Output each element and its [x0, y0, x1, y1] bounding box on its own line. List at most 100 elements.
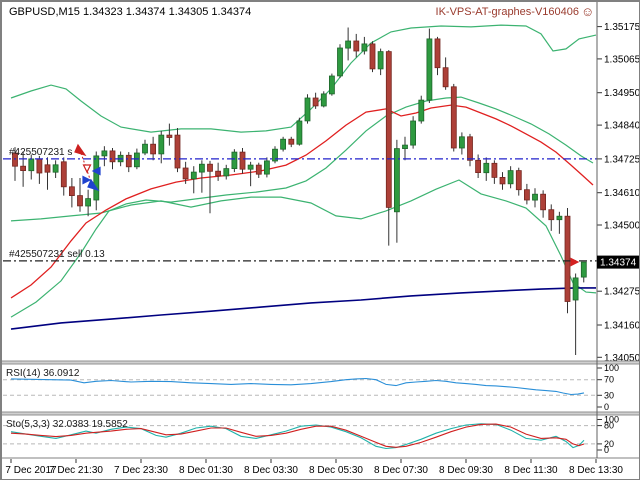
candle-body-bull	[507, 170, 514, 185]
close-order-arrow-icon[interactable]	[82, 164, 92, 174]
stochastic-main-line	[10, 423, 585, 450]
candle-body-bear	[515, 170, 522, 191]
candle-body-bull	[101, 150, 108, 157]
candle	[320, 91, 327, 108]
candle-body-bear	[239, 151, 246, 170]
chart-title-symbol-ohlc: GBPUSD,M15 1.34323 1.34374 1.34305 1.343…	[9, 6, 251, 18]
ma-red-fast	[10, 104, 594, 299]
stochastic-panel-content: 10080 200	[3, 415, 619, 455]
candle-body-bear	[44, 164, 51, 173]
candle-body-bull	[280, 138, 287, 150]
candle	[467, 133, 473, 167]
time-axis-label: 8 Dec 07:30	[374, 465, 428, 476]
sell-entry-arrow-icon[interactable]	[74, 143, 87, 157]
candle	[296, 117, 303, 146]
candle	[458, 132, 465, 155]
candle	[402, 136, 408, 161]
current-price-value: 1.34374	[600, 258, 637, 269]
expert-watermark-label: IK-VPS-AT-graphes-V160406	[436, 6, 579, 18]
ma-navy-long	[10, 287, 596, 330]
candle	[507, 166, 514, 189]
rsi-panel-area[interactable]	[3, 364, 597, 412]
panel-separator-rsi[interactable]	[1, 360, 640, 365]
candle	[442, 57, 449, 90]
candle	[385, 50, 392, 246]
candle-body-bull	[190, 171, 197, 180]
candle-body-bull	[85, 198, 91, 207]
candle-body-bear	[312, 97, 319, 107]
candle	[158, 130, 165, 164]
indicator-level-label: 0	[604, 402, 609, 412]
candle-body-bear	[450, 86, 457, 149]
buy-marker-arrow-3-icon[interactable]	[87, 178, 100, 192]
smiley-icon: ☺	[581, 4, 594, 19]
candle	[418, 95, 425, 124]
candle-body-bear	[125, 154, 132, 168]
panel-separator-sto[interactable]	[1, 411, 640, 416]
price-axis-label: 1.35175	[604, 22, 640, 33]
candle-body-bull	[410, 120, 417, 146]
bollinger-lower-band	[10, 179, 597, 294]
candle-body-bull	[231, 151, 238, 170]
candle-body-bull	[272, 148, 278, 162]
candle	[109, 148, 116, 170]
candle-body-bull	[532, 193, 538, 201]
candle-body-bear	[499, 176, 506, 185]
candle-body-bear	[467, 136, 473, 161]
candle-body-bull	[198, 163, 205, 173]
candle	[231, 149, 238, 173]
candle-body-bear	[548, 209, 555, 221]
indicator-level-label: 70	[604, 375, 614, 385]
candle-body-bear	[182, 167, 189, 180]
indicator-level-label: 100	[604, 363, 619, 373]
price-axis-label: 1.35065	[604, 54, 640, 65]
candle	[580, 261, 587, 283]
candle	[393, 139, 400, 243]
candle-body-bear	[69, 186, 75, 197]
time-axis-area[interactable]	[3, 459, 639, 479]
candle	[377, 48, 384, 76]
candle-body-bull	[345, 40, 352, 49]
candle-body-bear	[60, 161, 67, 188]
candle-body-bull	[142, 143, 148, 154]
candle-body-bear	[434, 38, 441, 69]
trade-markers	[74, 143, 580, 267]
candlestick-series	[12, 27, 587, 355]
candle	[353, 33, 360, 58]
candle	[93, 151, 100, 211]
current-price-arrow-icon[interactable]	[570, 257, 580, 267]
candle	[410, 116, 417, 149]
order-line-label-stop: #425507231 s	[9, 147, 72, 158]
candle	[345, 27, 352, 61]
price-axis-labels: 1.35175 1.35065 1.34950 1.34840 1.34725 1.346…	[597, 22, 640, 364]
candle-body-bull	[247, 164, 254, 170]
time-axis-label: 7 Dec 21:30	[49, 465, 103, 476]
candle	[60, 157, 67, 196]
candle-body-bear	[20, 165, 27, 171]
indicator-level-label: 0	[604, 445, 609, 455]
time-axis-label: 8 Dec 05:30	[309, 465, 363, 476]
stochastic-panel-area[interactable]	[3, 415, 597, 457]
candle-body-bear	[255, 164, 262, 175]
candle	[272, 146, 278, 164]
candle-body-bull	[572, 277, 579, 301]
candle-body-bear	[442, 67, 449, 88]
candle-body-bull	[320, 93, 327, 107]
buy-marker-arrow-1-icon[interactable]	[82, 175, 92, 185]
candle-body-bull	[377, 51, 384, 70]
rsi-indicator-label: RSI(14) 36.0912	[6, 368, 80, 379]
candle-body-bear	[215, 170, 222, 177]
buy-marker-arrow-2-icon[interactable]	[91, 166, 101, 176]
order-lines	[3, 158, 597, 262]
main-chart-plot-area[interactable]	[3, 3, 597, 361]
candle	[483, 157, 490, 181]
time-axis-label: 8 Dec 09:30	[439, 465, 493, 476]
time-axis-label: 7 Dec 2017	[5, 465, 57, 476]
candle-body-bear	[77, 195, 83, 207]
price-axis-label: 1.34840	[604, 121, 640, 132]
price-axis-label: 1.34275	[604, 287, 640, 298]
price-axis-area[interactable]	[598, 3, 640, 458]
